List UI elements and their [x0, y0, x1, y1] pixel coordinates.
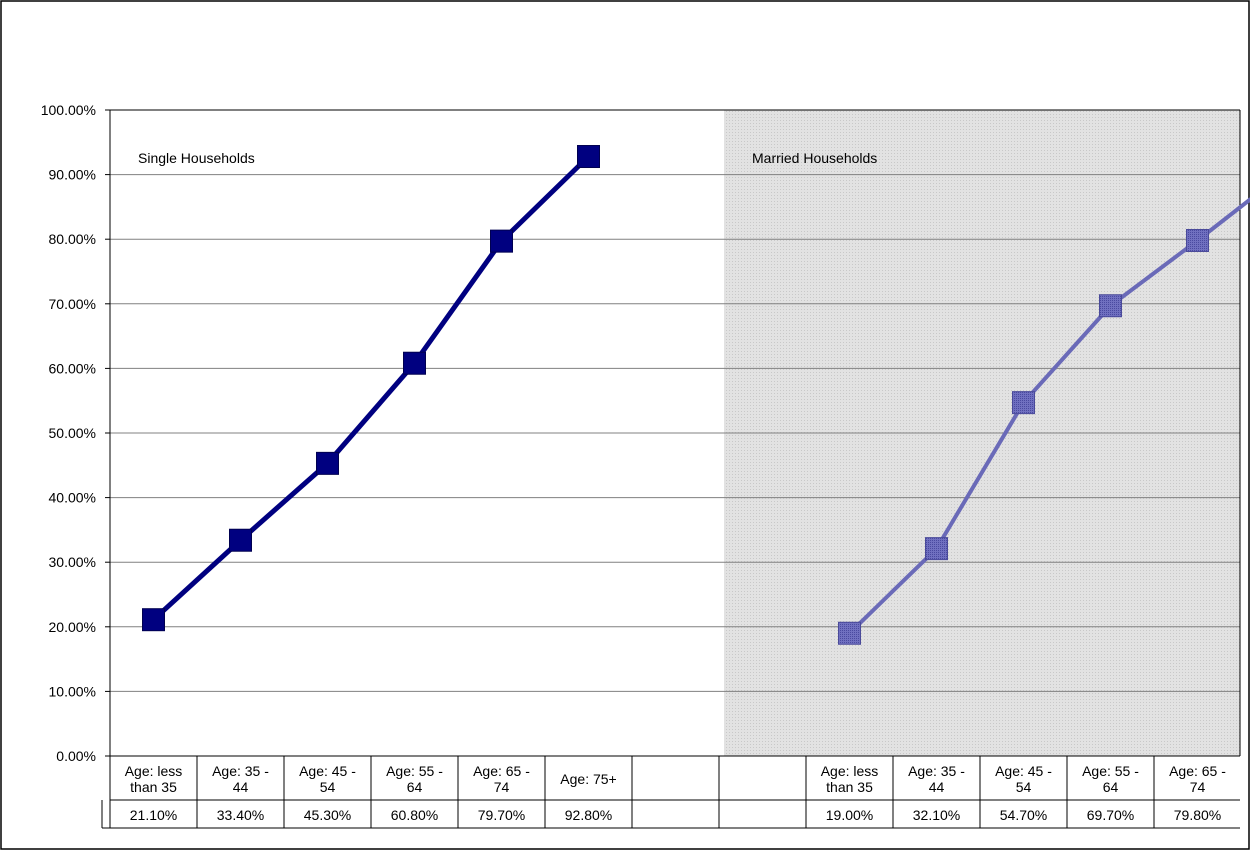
- married-households-point: [1099, 294, 1122, 318]
- x-category-label: Age: 35 -: [908, 763, 965, 779]
- x-category-label: than 35: [130, 779, 177, 795]
- x-category-label: Age: 65 -: [473, 763, 530, 779]
- data-table-value: 69.70%: [1087, 807, 1134, 823]
- data-table-value: 45.30%: [304, 807, 351, 823]
- single-households-point: [403, 351, 426, 375]
- x-category-label: Age: 35 -: [212, 763, 269, 779]
- y-tick-label: 60.00%: [49, 360, 96, 376]
- married-households-line: [848, 197, 1250, 635]
- x-category-label: Age: 45 -: [995, 763, 1052, 779]
- married-households-point: [1012, 391, 1035, 415]
- y-tick-label: 30.00%: [49, 554, 96, 570]
- x-category-label: 74: [1190, 779, 1206, 795]
- x-category-label: than 35: [826, 779, 873, 795]
- data-table-value: 33.40%: [217, 807, 264, 823]
- x-category-label: 54: [320, 779, 336, 795]
- x-category-label: Age: 75+: [560, 771, 616, 787]
- x-category-label: Age: 55 -: [1082, 763, 1139, 779]
- y-tick-label: 20.00%: [49, 619, 96, 635]
- y-tick-label: 80.00%: [49, 231, 96, 247]
- data-table-value: 32.10%: [913, 807, 960, 823]
- data-table-value: 21.10%: [130, 807, 177, 823]
- x-category-label: 44: [929, 779, 945, 795]
- y-tick-label: 90.00%: [49, 167, 96, 183]
- data-table-value: 92.80%: [565, 807, 612, 823]
- y-tick-label: 100.00%: [41, 102, 96, 118]
- y-tick-label: 40.00%: [49, 490, 96, 506]
- x-category-label: Age: less: [821, 763, 879, 779]
- single-households-point: [490, 229, 513, 253]
- x-category-label: 64: [1103, 779, 1119, 795]
- x-category-label: 44: [233, 779, 249, 795]
- y-tick-label: 70.00%: [49, 296, 96, 312]
- x-category-label: Age: 65 -: [1169, 763, 1226, 779]
- y-tick-label: 50.00%: [49, 425, 96, 441]
- x-category-label: 74: [494, 779, 510, 795]
- data-table-value: 54.70%: [1000, 807, 1047, 823]
- y-tick-label: 0.00%: [56, 748, 96, 764]
- data-table-value: 79.70%: [478, 807, 525, 823]
- married-households-point: [925, 537, 948, 561]
- data-table-value: 19.00%: [826, 807, 873, 823]
- x-category-label: Age: less: [125, 763, 183, 779]
- single-households-point: [316, 451, 339, 475]
- x-category-label: 64: [407, 779, 423, 795]
- x-category-label: 54: [1016, 779, 1032, 795]
- data-table-value: 60.80%: [391, 807, 438, 823]
- x-category-label: Age: 55 -: [386, 763, 443, 779]
- married-households-point: [1186, 228, 1209, 252]
- married-households-label: Married Households: [752, 150, 877, 166]
- single-households-point: [229, 528, 252, 552]
- single-households-line: [151, 154, 591, 622]
- single-households-label: Single Households: [138, 150, 255, 166]
- y-tick-label: 10.00%: [49, 683, 96, 699]
- x-category-label: Age: 45 -: [299, 763, 356, 779]
- married-households-point: [838, 621, 861, 645]
- data-table-value: 79.80%: [1174, 807, 1221, 823]
- single-households-point: [142, 608, 165, 632]
- single-households-point: [577, 145, 600, 169]
